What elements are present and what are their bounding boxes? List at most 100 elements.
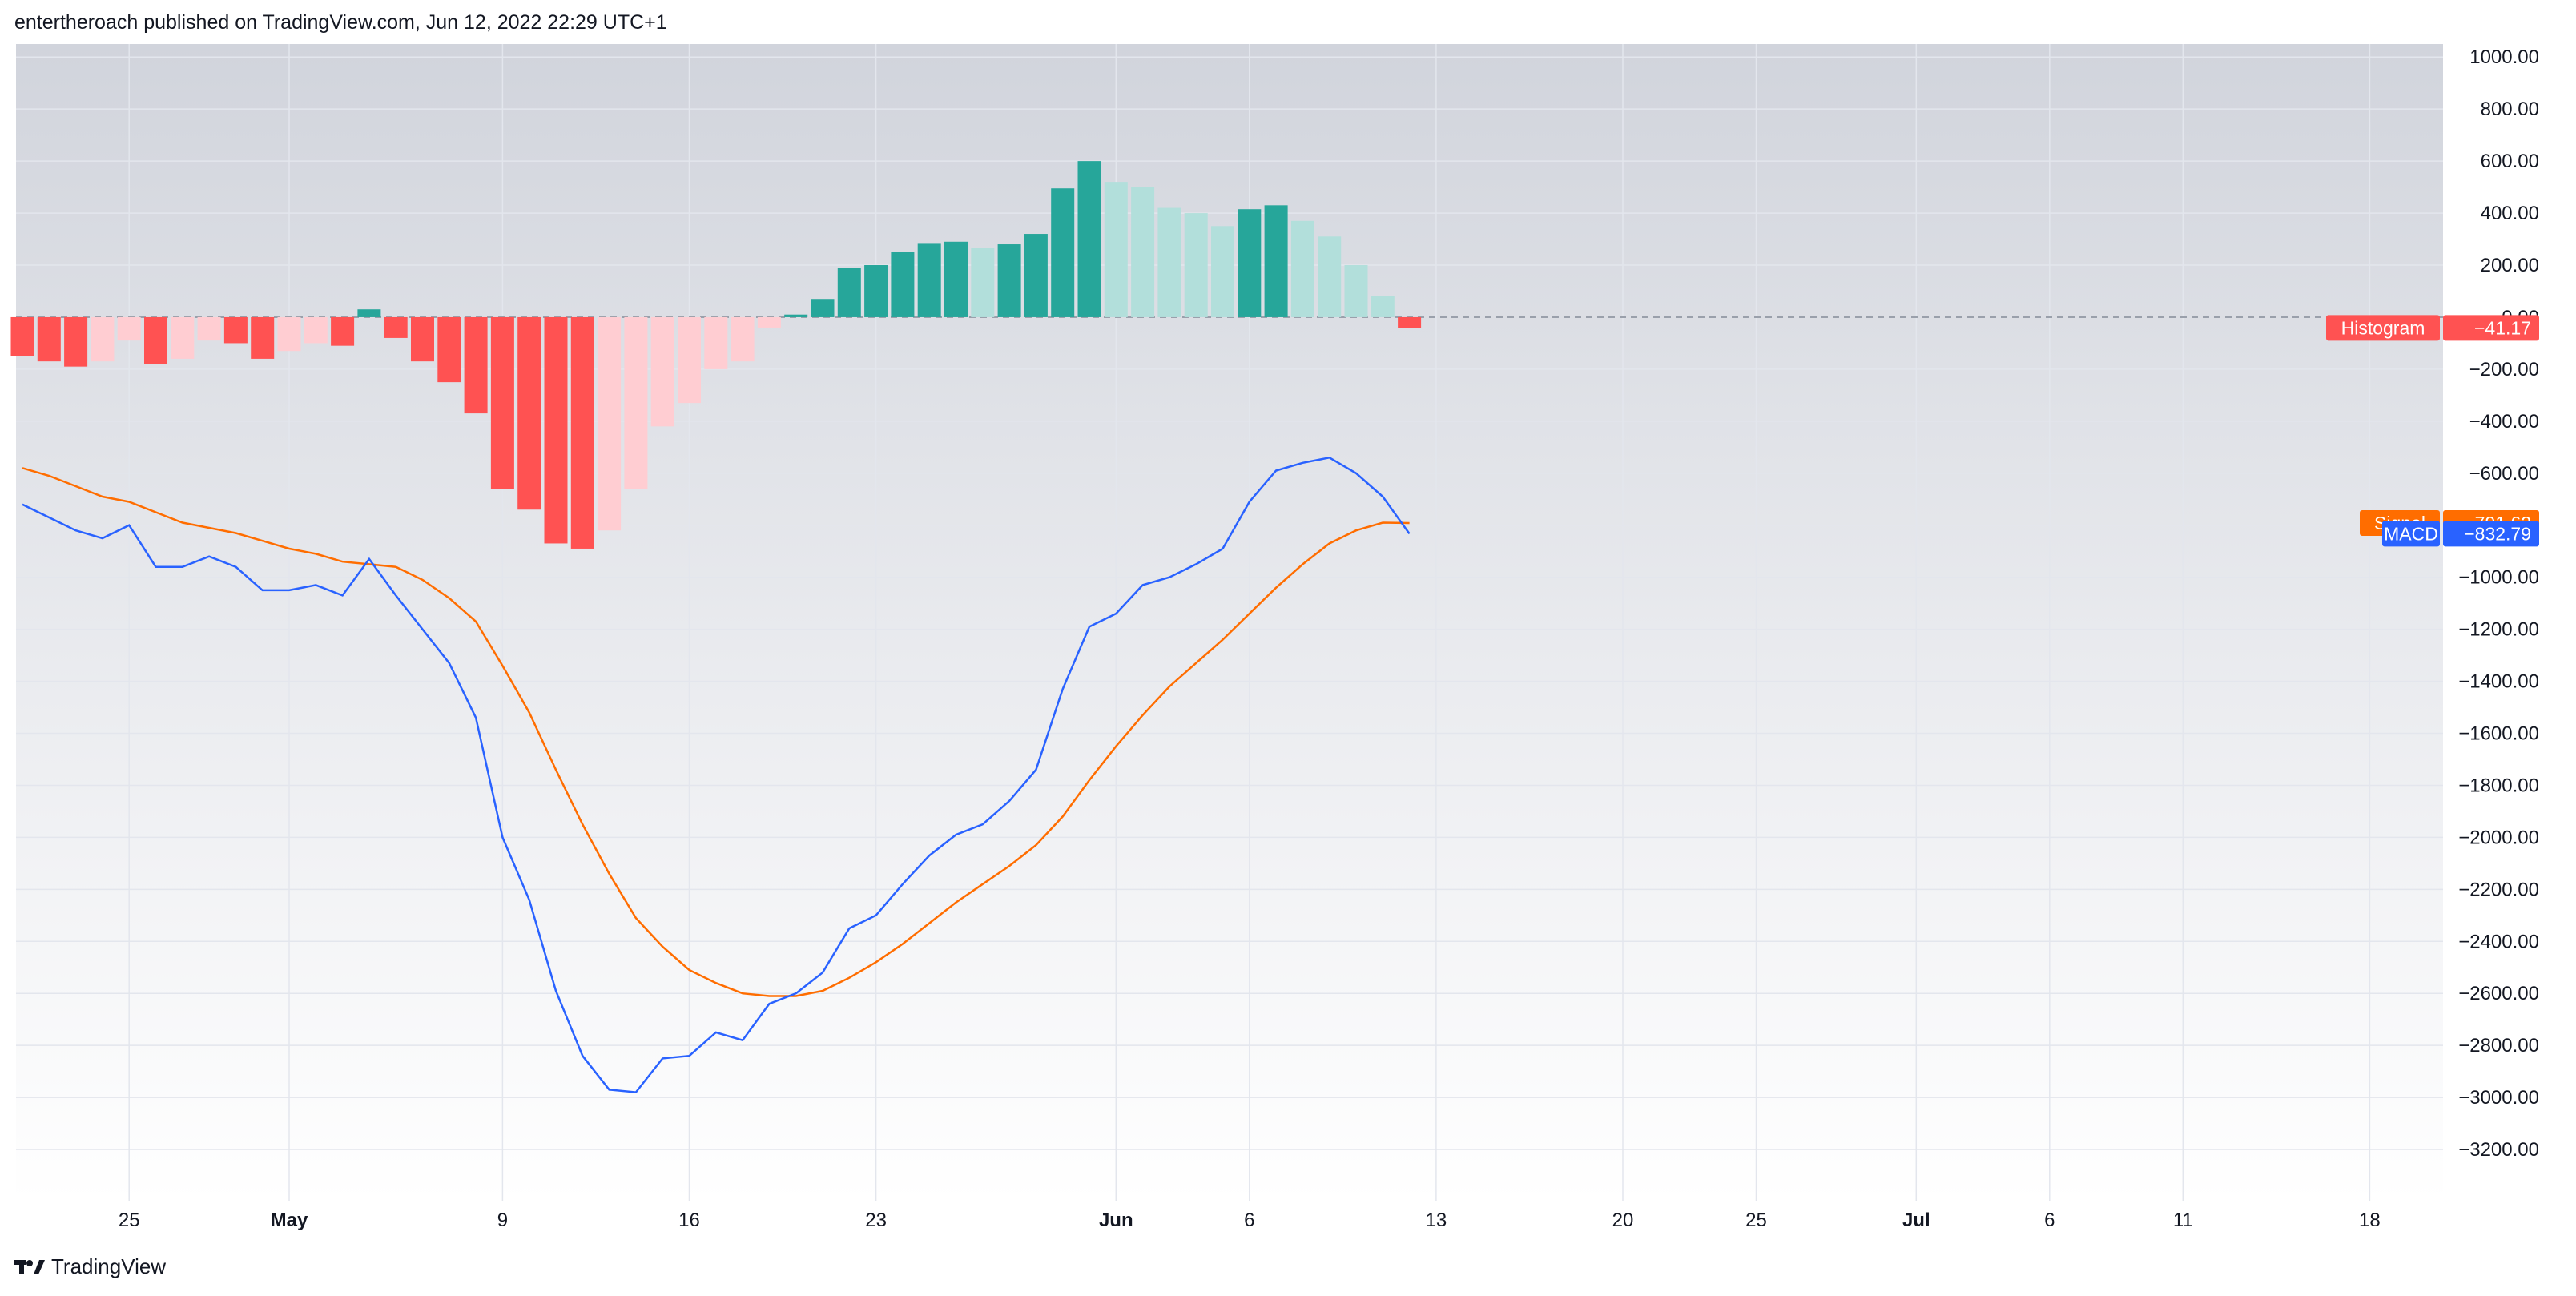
macd-name-text: MACD [2384,523,2438,544]
y-tick-label: −2800.00 [2458,1035,2539,1057]
histogram-bar [1211,226,1234,317]
histogram-bar [10,316,34,356]
histogram-bar [197,316,221,341]
x-tick-label: 16 [678,1209,700,1231]
x-tick-label: 25 [1745,1209,1767,1231]
histogram-bar [171,316,195,359]
y-tick-label: −1800.00 [2458,775,2539,796]
y-tick-label: 200.00 [2481,255,2539,276]
macd-value-box [2443,521,2539,547]
histogram-bar [1344,265,1368,317]
histogram-name-box [2326,315,2440,341]
x-tick-label: 6 [1244,1209,1254,1231]
histogram-bar [117,316,141,341]
signal-line [22,467,1410,997]
tradingview-logo-icon [14,1259,45,1274]
x-tick-label: May [271,1209,308,1231]
histogram-bar [784,314,808,317]
histogram-bar [917,243,941,317]
x-tick-label: 6 [2044,1209,2055,1231]
histogram-bar [731,316,755,362]
y-tick-label: −2600.00 [2458,983,2539,1004]
y-tick-label: −3200.00 [2458,1139,2539,1161]
histogram-bar [1184,213,1208,317]
macd-value-text: −832.79 [2464,523,2531,544]
brand-name: TradingView [51,1254,167,1278]
tradingview-logo[interactable]: TradingView [14,1254,166,1279]
y-tick-label: −1600.00 [2458,723,2539,745]
histogram-bar [757,316,781,328]
histogram-bar [91,316,115,362]
histogram-bar [1077,161,1101,317]
histogram-bar [251,316,275,359]
histogram-bar [544,316,568,544]
histogram-bar [704,316,728,369]
histogram-bar [411,316,434,362]
histogram-bar [277,316,301,352]
histogram-bar [517,316,541,510]
histogram-bar [650,316,674,427]
x-axis[interactable]: 25 May 9 16 23 Jun 6 13 20 25 Jul 6 11 18 [119,1209,2381,1231]
histogram-series [10,161,1422,549]
grid-layer [16,44,2443,1201]
x-tick-label: 9 [497,1209,508,1231]
macd-name-box [2382,521,2440,547]
histogram-bar [1024,234,1048,317]
histogram-bar [490,316,514,489]
y-tick-label: 400.00 [2481,203,2539,224]
y-tick-label: −200.00 [2469,359,2539,380]
x-tick-label: 18 [2359,1209,2381,1231]
histogram-bar [1051,188,1075,317]
histogram-bar [864,265,888,317]
histogram-bar [464,316,488,414]
x-tick-label: Jul [1902,1209,1930,1231]
y-tick-label: 800.00 [2481,99,2539,120]
histogram-bar [1104,182,1128,317]
histogram-bar [1398,316,1422,328]
y-tick-label: −1200.00 [2458,619,2539,641]
histogram-bar [1264,205,1288,317]
y-tick-label: −2400.00 [2458,931,2539,952]
y-tick-label: 600.00 [2481,151,2539,172]
x-tick-label: 20 [1612,1209,1634,1231]
histogram-bar [437,316,461,383]
histogram-value-text: −41.17 [2474,317,2531,338]
histogram-bar [570,316,594,549]
histogram-bar [624,316,648,489]
y-tick-label: 1000.00 [2469,46,2539,68]
histogram-value-badge: −41.17 Histogram [2326,315,2539,341]
y-tick-label: −3000.00 [2458,1087,2539,1109]
x-tick-label: 25 [119,1209,140,1231]
histogram-bar [357,309,381,317]
histogram-bar [678,316,701,404]
y-tick-label: −2000.00 [2458,827,2539,848]
histogram-bar [37,316,61,362]
histogram-bar [1131,187,1155,317]
histogram-bar [944,241,968,317]
histogram-bar [223,316,248,344]
histogram-bar [1290,220,1314,317]
histogram-bar [971,248,995,317]
histogram-bar [64,316,88,367]
plot-background [16,44,2443,1201]
y-tick-label: −1400.00 [2458,671,2539,693]
histogram-bar [384,316,408,338]
histogram-bar [811,299,835,317]
chart-attribution: entertheroach published on TradingView.c… [14,11,667,34]
y-tick-label: −600.00 [2469,463,2539,485]
y-tick-label: −2200.00 [2458,879,2539,900]
histogram-bar [837,268,861,317]
y-tick-label: −1000.00 [2458,567,2539,589]
x-tick-label: 13 [1426,1209,1447,1231]
histogram-bar [1238,209,1262,317]
macd-value-badge: −832.79 MACD [2382,521,2539,547]
histogram-bar [331,316,355,346]
y-axis[interactable]: 1000.00800.00600.00400.00200.000.00−200.… [2458,46,2539,1161]
x-tick-label: 11 [2173,1209,2193,1231]
x-tick-label: 23 [865,1209,887,1231]
y-tick-label: −400.00 [2469,411,2539,433]
macd-line [22,456,1411,1093]
histogram-bar [598,316,622,531]
